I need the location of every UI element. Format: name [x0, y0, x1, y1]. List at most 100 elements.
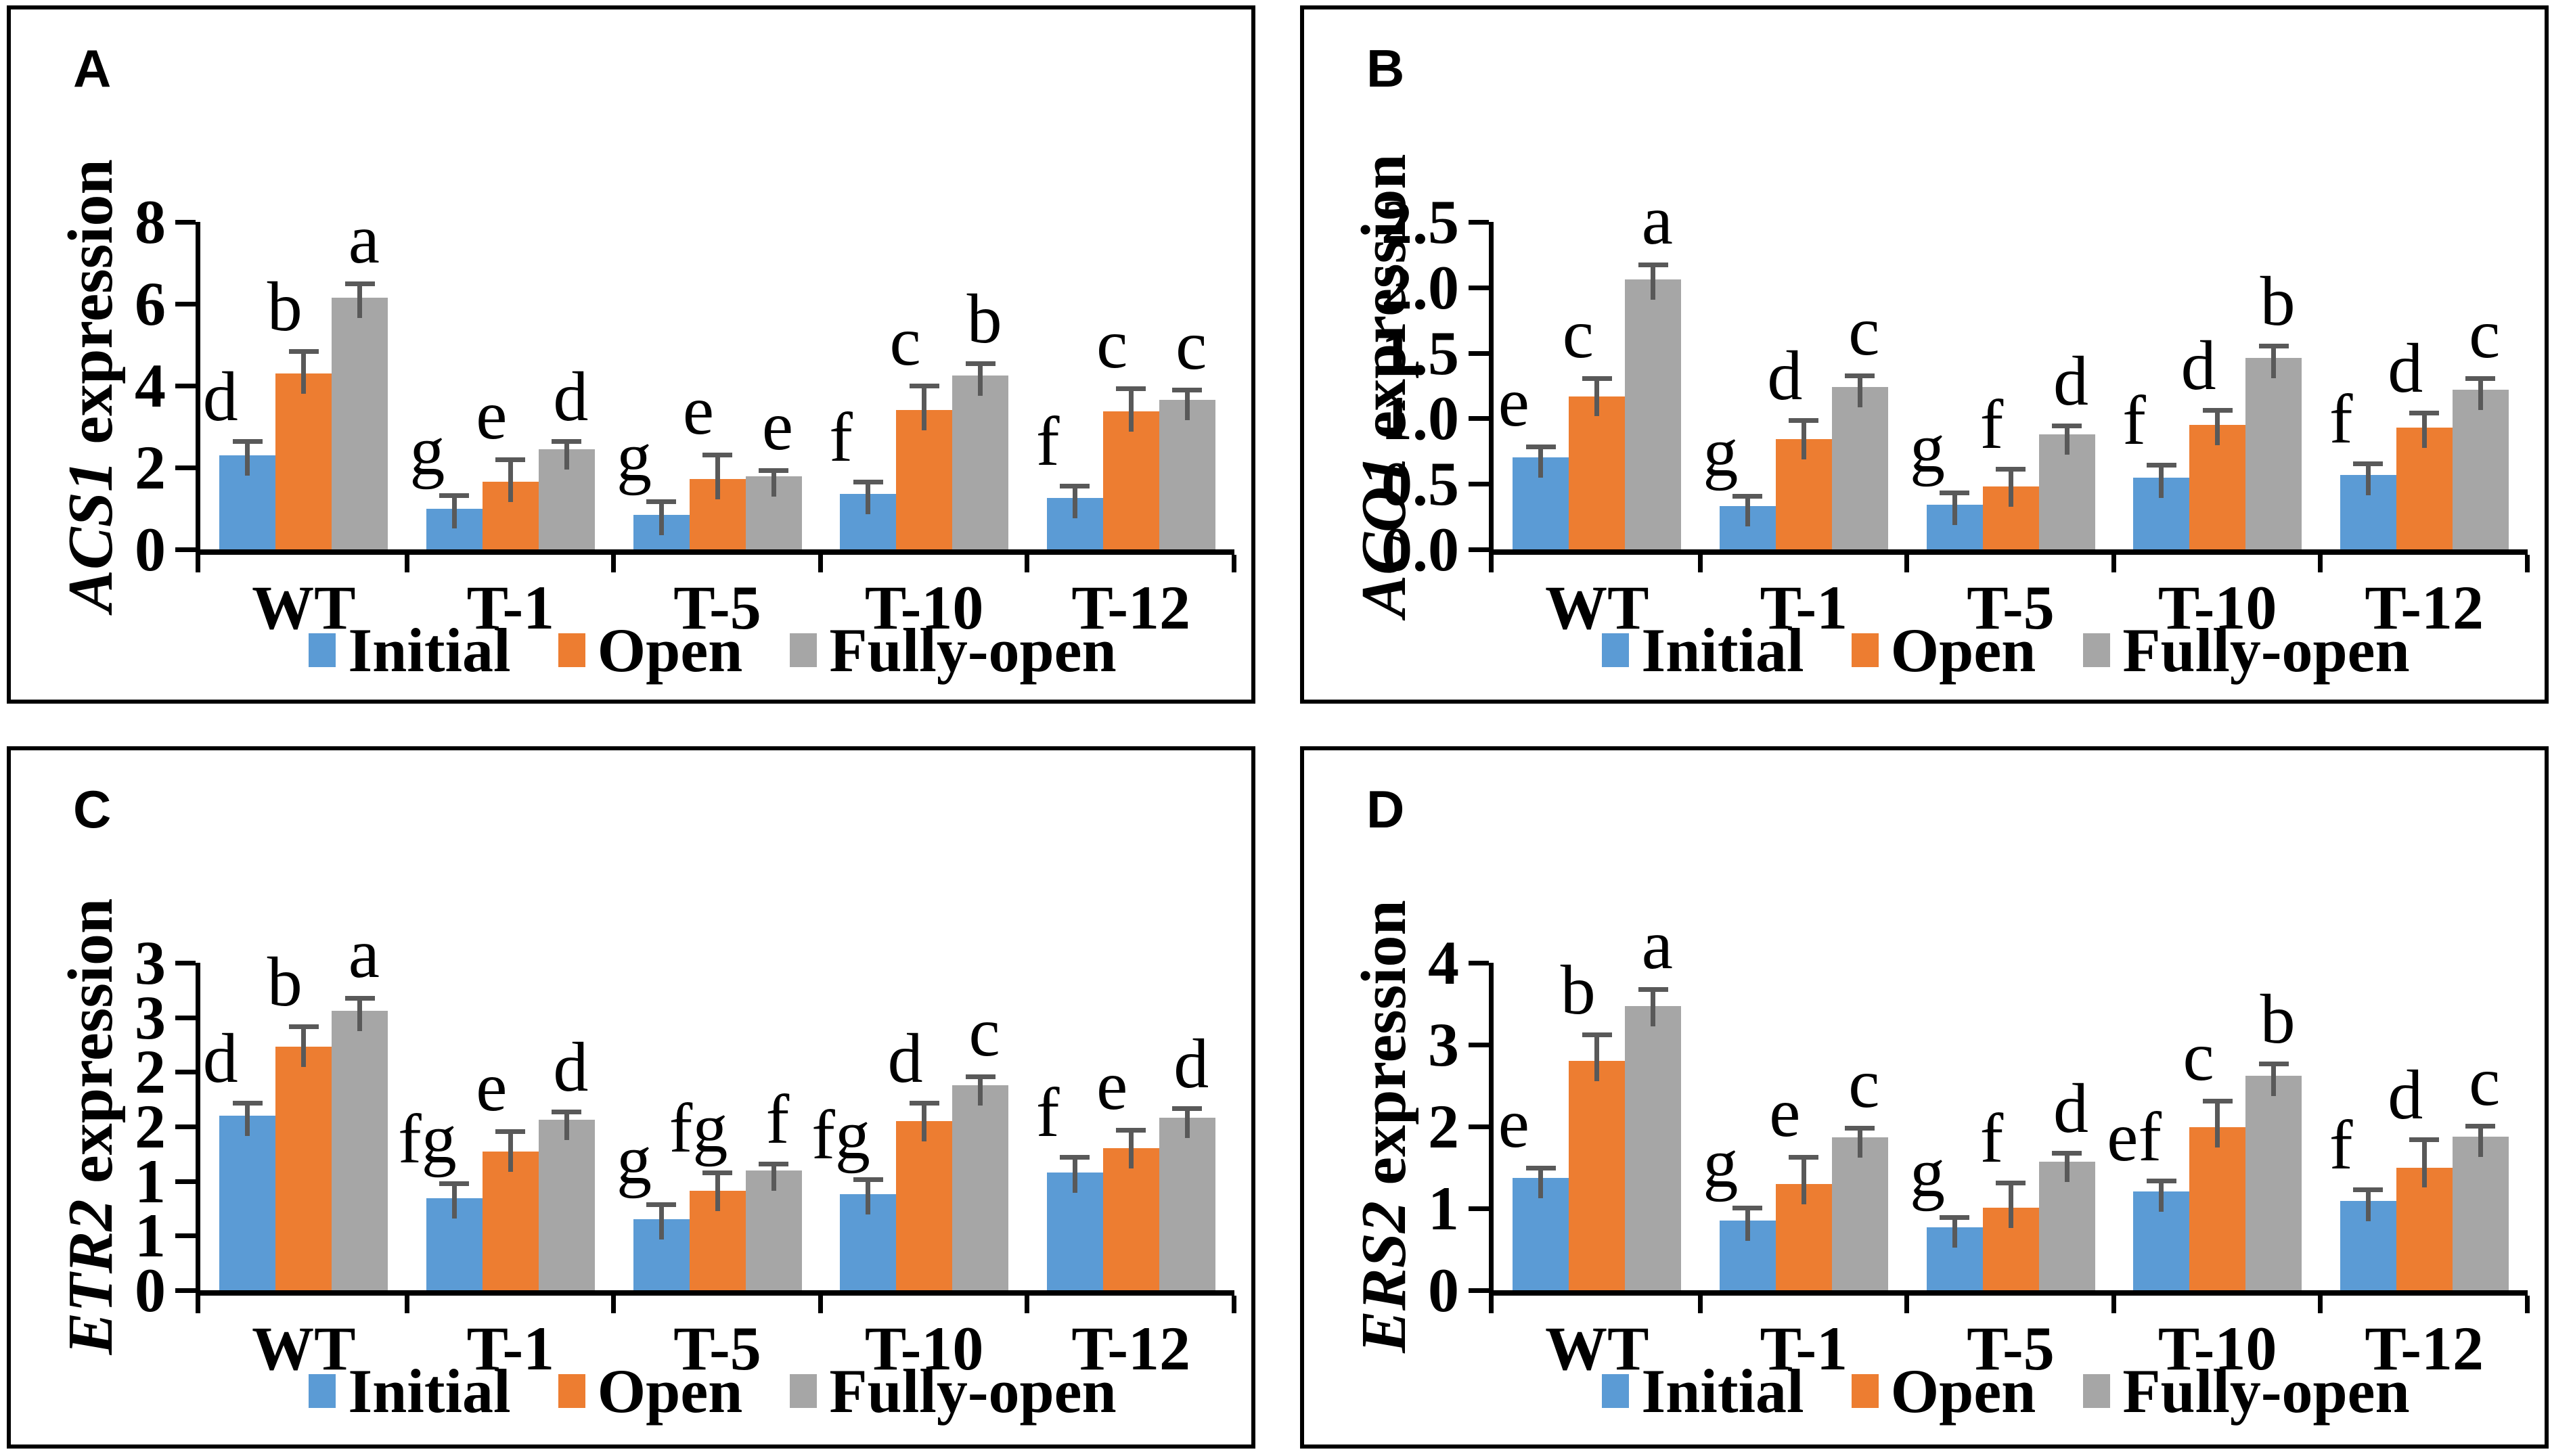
y-tick-label: 2: [1428, 1092, 1459, 1161]
significance-letter: c: [2469, 1043, 2501, 1121]
significance-letter: g: [1910, 409, 1945, 487]
error-bar-cap: [759, 468, 788, 474]
category-label-t-1: T-1: [1760, 573, 1848, 642]
significance-letter: g: [409, 411, 445, 490]
significance-letter: e: [476, 1047, 508, 1126]
significance-letter: g: [1910, 1133, 1945, 1212]
legend-swatch-icon: [1851, 1374, 1879, 1408]
significance-letter: fg: [398, 1100, 457, 1179]
error-bar-cap: [2409, 1137, 2440, 1142]
y-tick-label: 3: [1428, 1010, 1459, 1079]
error-bar-cap: [1996, 1180, 2026, 1185]
legend-label: Open: [597, 616, 743, 685]
category-label-t-10: T-10: [864, 573, 984, 642]
legend: Initial Open Fully-open: [1489, 1360, 2523, 1422]
significance-letter: d: [2388, 329, 2423, 407]
error-bar-cap: [759, 1162, 788, 1167]
significance-letter: d: [2053, 1070, 2088, 1148]
y-tick-mark: [175, 1015, 196, 1020]
x-tick-mark: [1025, 1296, 1030, 1313]
bar-fully-open-t-1: [1831, 1137, 1888, 1290]
legend-swatch-icon: [309, 633, 336, 667]
error-bar-cap: [439, 493, 470, 498]
error-bar-cap: [909, 1100, 939, 1106]
error-bar-stem: [2365, 465, 2371, 495]
significance-letter: f: [1979, 385, 2004, 463]
y-tick-label: 4: [135, 351, 166, 420]
legend: Initial Open Fully-open: [1489, 619, 2523, 681]
y-tick-mark: [175, 302, 196, 306]
legend-swatch-icon: [558, 1374, 585, 1408]
error-bar-cap: [1845, 373, 1875, 379]
significance-letter: e: [761, 387, 794, 465]
bar-open-t-12: [1102, 1148, 1159, 1290]
legend: Initial Open Fully-open: [196, 1360, 1230, 1422]
error-bar-stem: [1072, 1159, 1077, 1193]
category-label-t-12: T-12: [2365, 573, 2484, 642]
y-tick-label: 2: [135, 433, 166, 502]
error-bar-stem: [2159, 1183, 2164, 1212]
significance-letter: f: [1035, 403, 1060, 481]
bar-fully-open-t-10: [952, 375, 1009, 549]
error-bar-cap: [344, 995, 375, 1001]
legend-label: Initial: [1641, 616, 1804, 685]
bar-open-wt: [275, 1047, 332, 1290]
bar-open-t-12: [2396, 1167, 2453, 1290]
y-tick-label: 1: [135, 1146, 166, 1216]
error-bar-stem: [1801, 1159, 1806, 1204]
significance-letter: b: [267, 267, 303, 346]
significance-letter: c: [968, 993, 1000, 1072]
error-bar-stem: [658, 503, 664, 535]
y-tick-label: 3: [135, 982, 166, 1052]
bar-fully-open-t-1: [538, 1120, 595, 1290]
panel-label-b: B: [1366, 39, 1405, 98]
error-bar-stem: [2271, 347, 2277, 379]
legend-label: Fully-open: [2122, 1357, 2410, 1426]
significance-letter: c: [1848, 1044, 1880, 1122]
error-bar-cap: [2146, 1179, 2176, 1184]
error-bar-cap: [552, 1109, 582, 1114]
legend-item-open: Open: [1851, 619, 2036, 681]
legend-swatch-icon: [790, 633, 818, 667]
significance-letter: b: [966, 279, 1002, 358]
significance-letter: d: [202, 1019, 238, 1097]
legend-item-fully-open: Fully-open: [2083, 1357, 2410, 1426]
significance-letter: g: [1703, 1124, 1739, 1203]
legend-item-fully-open: Fully-open: [2083, 619, 2410, 681]
y-tick-mark: [175, 1288, 196, 1293]
significance-letter: d: [202, 357, 238, 436]
error-bar-cap: [344, 281, 375, 286]
x-tick-mark: [2111, 555, 2116, 572]
error-bar-stem: [978, 1078, 983, 1106]
error-bar-cap: [965, 1074, 996, 1079]
error-bar-cap: [1940, 1214, 1969, 1220]
x-tick-mark: [196, 555, 200, 572]
y-tick-mark: [1469, 482, 1489, 487]
error-bar-stem: [922, 388, 927, 431]
error-bar-stem: [658, 1206, 664, 1240]
bar-open-wt: [1569, 396, 1626, 549]
significance-letter: f: [1035, 1074, 1060, 1152]
legend-item-initial: Initial: [1602, 1360, 1804, 1422]
error-bar-cap: [1116, 386, 1146, 392]
legend-item-fully-open: Fully-open: [790, 619, 1117, 681]
error-bar-stem: [508, 461, 513, 503]
bar-open-t-10: [896, 410, 953, 549]
x-tick-mark: [818, 1296, 823, 1313]
error-bar-stem: [1184, 1110, 1190, 1139]
bar-fully-open-t-12: [2452, 389, 2509, 549]
y-tick-label: 0.5: [1381, 449, 1459, 519]
y-tick-mark: [175, 1179, 196, 1184]
error-bar-stem: [2215, 1102, 2220, 1148]
error-bar-cap: [1789, 1155, 1819, 1160]
error-bar-cap: [853, 480, 883, 485]
x-tick-mark: [1697, 1296, 1703, 1313]
error-bar-stem: [2064, 1155, 2070, 1183]
y-tick-mark: [175, 384, 196, 388]
y-tick-label: 2: [135, 1037, 166, 1107]
error-bar-cap: [1582, 376, 1612, 382]
bar-fully-open-wt: [1625, 279, 1682, 549]
